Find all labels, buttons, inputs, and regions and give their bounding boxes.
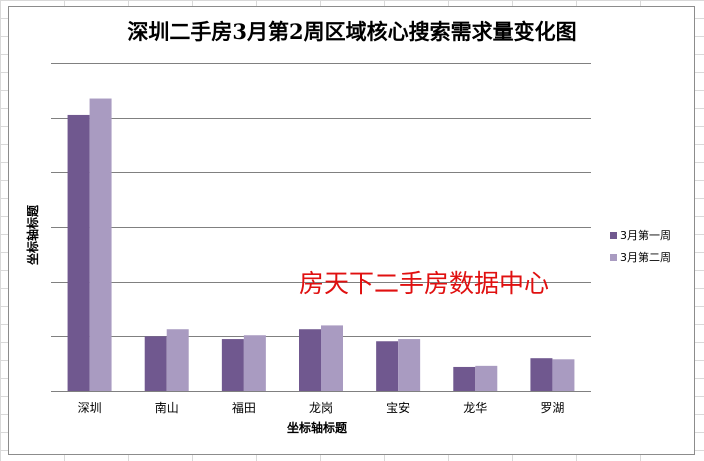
bar[interactable] — [144, 336, 167, 391]
x-tick-label: 龙岗 — [309, 401, 333, 415]
x-tick-labels: 深圳 南山 福田 龙岗 宝安 龙华 罗湖 — [78, 400, 565, 415]
legend-label: 3月第一周 — [620, 228, 671, 242]
chart-area[interactable]: 深圳二手房3月第2周区域核心搜索需求量变化图 深圳 南山 福田 龙岗 宝安 龙华 罗湖 坐标… — [8, 6, 695, 455]
x-axis-title: 坐标轴标题 — [287, 420, 348, 435]
y-axis-title: 坐标轴标题 — [25, 204, 40, 265]
legend-swatch — [610, 254, 617, 261]
bar[interactable] — [243, 335, 266, 391]
bar-series-group — [67, 98, 575, 392]
x-tick-label: 罗湖 — [540, 400, 564, 415]
bar[interactable] — [89, 98, 112, 392]
x-tick-label: 深圳 — [78, 401, 102, 415]
x-tick-label: 福田 — [232, 400, 256, 415]
x-tick-label: 南山 — [155, 400, 179, 415]
bar[interactable] — [530, 358, 553, 391]
bar[interactable] — [453, 366, 476, 391]
legend-label: 3月第二周 — [620, 250, 671, 264]
bar[interactable] — [67, 114, 90, 391]
legend-swatch — [610, 232, 617, 239]
legend[interactable]: 3月第一周 3月第二周 — [610, 228, 671, 264]
bar[interactable] — [166, 329, 189, 391]
bar[interactable] — [552, 359, 575, 391]
x-tick-label: 龙华 — [463, 401, 487, 415]
bar-chart: 深圳二手房3月第2周区域核心搜索需求量变化图 深圳 南山 福田 龙岗 宝安 龙华 罗湖 坐标… — [25, 19, 671, 435]
bar[interactable] — [475, 365, 498, 391]
x-tick-label: 宝安 — [386, 400, 410, 415]
chart-title: 深圳二手房3月第2周区域核心搜索需求量变化图 — [127, 19, 576, 44]
bar[interactable] — [398, 339, 421, 391]
bar[interactable] — [221, 339, 244, 391]
bar[interactable] — [376, 341, 399, 391]
watermark-text: 房天下二手房数据中心 — [299, 269, 549, 298]
bar[interactable] — [299, 329, 321, 391]
bar[interactable] — [321, 325, 343, 391]
